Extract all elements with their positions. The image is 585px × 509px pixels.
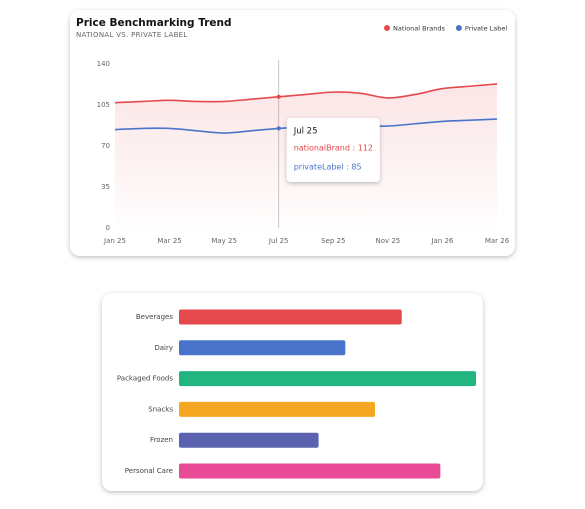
line [114,83,498,104]
y-tick-label: 105 [97,101,110,109]
y-tick-label: Frozen [150,436,173,444]
legend-label: National Brands [393,25,446,33]
tooltip-line: nationalBrand : 112 [294,144,373,153]
active-dot [276,94,281,99]
legend-dot [384,25,390,31]
x-tick-label: Jan 26 [430,237,453,245]
tooltip: Jul 25 nationalBrand : 112 privateLabel : … [286,118,380,182]
y-tick-label: 35 [101,183,110,191]
x-tick-label: Mar 26 [485,237,510,245]
y-tick-label: 0 [106,224,110,232]
tooltip-box [286,118,380,182]
tooltip-title: Jul 25 [293,127,318,137]
y-tick-label: Packaged Foods [117,375,173,383]
y-tick-label: Snacks [148,405,173,413]
y-tick-label: Dairy [154,344,173,352]
bar [179,371,476,387]
active-dot [276,126,281,131]
y-tick-label: 70 [101,142,110,150]
x-tick-label: May 25 [211,237,237,245]
x-tick-label: Sep 25 [321,237,345,245]
y-tick-label: Personal Care [125,467,173,475]
bar [179,463,441,479]
bar [179,340,346,356]
y-tick-label: 140 [97,60,110,68]
x-tick-label: Jul 25 [268,237,289,245]
legend-label: Private Label [465,25,507,33]
tooltip-line: privateLabel : 85 [294,163,362,172]
y-tick-label: Beverages [136,313,173,321]
x-tick-label: Nov 25 [375,237,400,245]
x-tick-label: Jan 25 [103,237,126,245]
bar [179,309,402,325]
chart-subtitle: NATIONAL VS. PRIVATE LABEL [76,31,188,39]
legend-dot [455,25,462,31]
bar [179,401,376,417]
bar [179,432,319,448]
chart-title: Price Benchmarking Trend [76,17,232,29]
x-tick-label: Mar 25 [157,237,181,245]
